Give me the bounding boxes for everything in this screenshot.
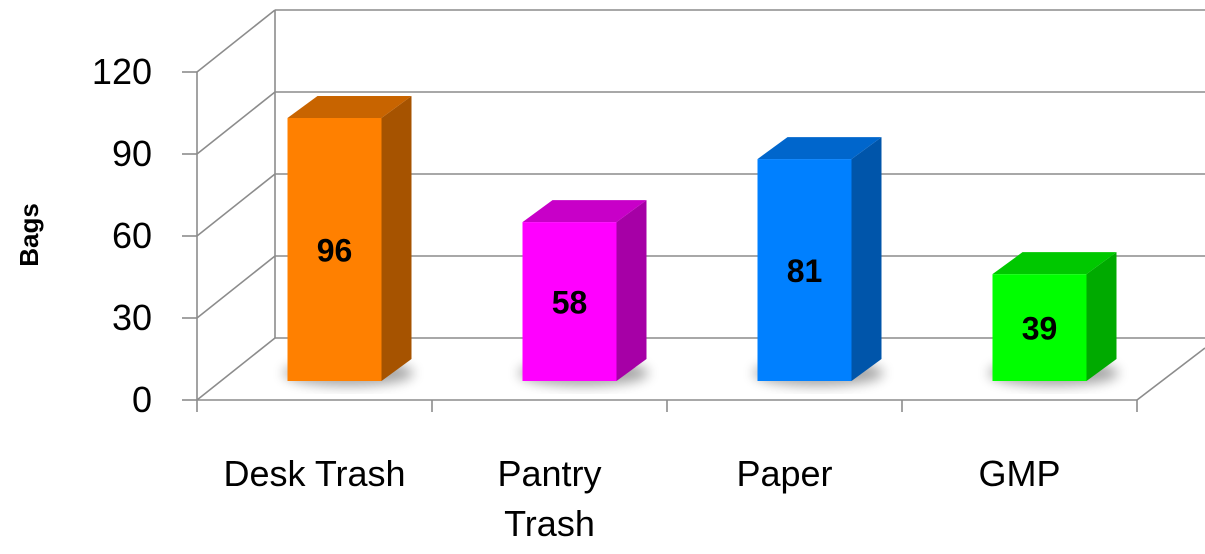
data-labels: 96 58 81 39 <box>317 233 1058 347</box>
data-label: 81 <box>787 253 823 289</box>
x-tick-label: Paper <box>736 453 832 494</box>
bar-top <box>287 96 412 118</box>
bar <box>287 118 382 381</box>
gridline-side <box>196 173 276 237</box>
data-label: 58 <box>552 285 588 321</box>
data-label: 96 <box>317 233 353 269</box>
bar-side <box>616 200 647 381</box>
gridline-side <box>196 91 276 155</box>
bar-top <box>757 137 882 160</box>
gridline-side <box>196 337 276 401</box>
gridline-side <box>196 255 276 319</box>
y-tick-label: 30 <box>112 297 152 338</box>
bar-side <box>381 96 412 381</box>
data-label: 39 <box>1022 311 1058 347</box>
y-tick-label: 60 <box>112 215 152 256</box>
y-tick-label: 90 <box>112 133 152 174</box>
bar <box>992 274 1087 381</box>
floor-edge <box>1136 347 1205 401</box>
axes: 0 30 60 90 120 Desk Trash Pantry Trash Paper GMP <box>92 10 1205 544</box>
y-axis-label: Bags <box>14 203 44 267</box>
bar-top <box>522 200 647 223</box>
y-tick-label: 0 <box>132 379 152 420</box>
bars <box>283 96 1119 386</box>
x-tick-label: GMP <box>978 453 1060 494</box>
bar <box>757 159 852 381</box>
gridline-side <box>196 9 276 73</box>
bar-top <box>992 252 1117 275</box>
bar <box>522 222 617 381</box>
x-tick-label: Desk Trash <box>223 453 405 494</box>
y-tick-label: 120 <box>92 51 152 92</box>
bar-side <box>1086 252 1117 381</box>
bar-side <box>851 137 882 381</box>
x-tick-label: Pantry Trash <box>497 453 601 544</box>
